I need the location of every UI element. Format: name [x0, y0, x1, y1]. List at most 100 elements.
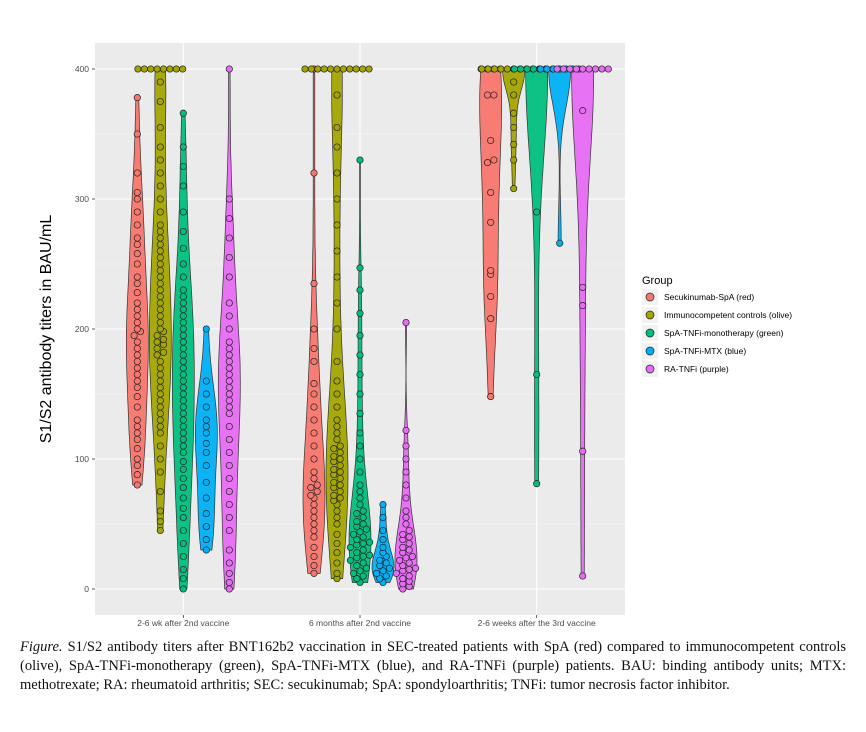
data-point — [225, 325, 233, 333]
data-point — [133, 481, 141, 489]
data-point — [346, 556, 354, 564]
data-point — [402, 455, 410, 463]
data-point — [179, 331, 187, 340]
data-point — [156, 253, 164, 262]
data-point — [225, 299, 233, 307]
data-point — [487, 218, 495, 226]
data-point — [301, 65, 309, 73]
data-point — [352, 65, 360, 73]
data-point — [310, 507, 318, 515]
data-point — [333, 377, 341, 385]
data-point — [533, 370, 541, 379]
data-point — [310, 552, 318, 561]
data-point — [179, 565, 187, 574]
data-point — [353, 510, 361, 518]
data-point — [179, 109, 187, 117]
data-point — [333, 325, 341, 333]
data-point — [330, 445, 338, 453]
data-point — [156, 299, 164, 307]
data-point — [179, 377, 187, 385]
data-point — [320, 65, 328, 73]
data-point — [225, 487, 233, 496]
data-point — [179, 370, 187, 379]
data-point — [202, 523, 210, 531]
y-tick-label: 100 — [75, 454, 89, 464]
data-point — [356, 500, 364, 509]
data-point — [412, 564, 420, 572]
data-point — [333, 273, 341, 281]
data-point — [133, 364, 141, 372]
data-point — [376, 575, 384, 583]
data-point — [179, 416, 187, 424]
data-point — [153, 65, 161, 73]
data-point — [133, 130, 141, 138]
data-point — [179, 513, 187, 522]
data-point — [333, 549, 341, 557]
data-point — [147, 65, 155, 73]
data-point — [529, 65, 538, 73]
data-point — [179, 244, 187, 252]
data-point — [392, 569, 400, 577]
data-point — [399, 562, 407, 570]
data-point — [179, 344, 187, 353]
legend-marker — [645, 346, 655, 356]
data-point — [179, 299, 187, 307]
data-point — [225, 383, 233, 392]
data-point — [133, 435, 141, 444]
data-point — [133, 273, 141, 281]
data-point — [579, 283, 587, 291]
data-point — [333, 559, 341, 567]
data-point — [133, 188, 141, 197]
data-point — [156, 318, 164, 327]
data-point — [307, 484, 315, 492]
data-point — [517, 65, 525, 73]
data-point — [156, 377, 164, 385]
data-point — [336, 461, 344, 470]
data-point — [156, 247, 164, 255]
data-point — [225, 364, 233, 372]
data-point — [353, 549, 361, 557]
data-point — [156, 416, 164, 424]
data-point — [579, 302, 587, 310]
data-point — [310, 543, 318, 551]
data-point — [405, 572, 413, 580]
data-point — [310, 562, 318, 570]
data-point — [156, 143, 164, 151]
data-point — [333, 169, 341, 177]
data-point — [333, 357, 341, 366]
data-point — [346, 65, 354, 73]
data-point — [225, 357, 233, 366]
data-point — [356, 309, 364, 317]
data-point — [156, 234, 164, 242]
data-point — [356, 481, 364, 489]
data-point — [156, 292, 164, 301]
data-point — [350, 569, 358, 577]
data-point — [133, 221, 141, 229]
data-point — [133, 234, 141, 242]
data-point — [373, 569, 381, 577]
data-point — [365, 65, 373, 73]
data-point — [156, 422, 164, 431]
data-point — [179, 504, 187, 512]
legend-marker — [645, 328, 655, 338]
data-point — [156, 409, 164, 418]
data-point — [156, 273, 164, 281]
data-point — [333, 221, 341, 229]
data-point — [133, 299, 141, 307]
data-point — [379, 526, 387, 535]
data-point — [202, 429, 210, 437]
legend-label: Secukinumab-SpA (red) — [664, 292, 754, 302]
data-point — [333, 569, 341, 577]
data-point — [225, 351, 233, 359]
data-point — [133, 169, 141, 177]
data-point — [133, 240, 141, 249]
data-point — [156, 123, 164, 132]
data-point — [333, 247, 341, 255]
data-point — [225, 403, 233, 411]
data-point — [134, 65, 142, 73]
data-point — [402, 442, 410, 450]
data-point — [310, 344, 318, 353]
data-point — [333, 520, 341, 528]
data-point — [333, 530, 341, 538]
data-point — [179, 585, 187, 593]
